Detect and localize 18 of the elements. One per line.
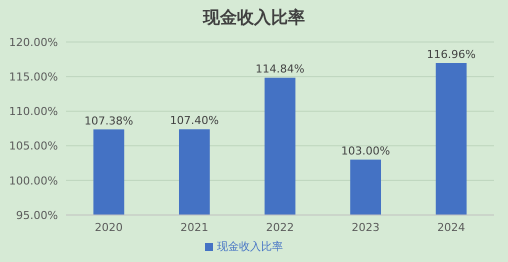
data-label: 103.00% bbox=[341, 144, 390, 158]
y-tick-label: 115.00% bbox=[9, 70, 58, 84]
x-tick-label: 2024 bbox=[437, 220, 466, 234]
x-tick-label: 2021 bbox=[180, 220, 208, 234]
y-tick-label: 105.00% bbox=[9, 140, 58, 153]
chart-title: 现金收入比率 bbox=[202, 7, 306, 29]
data-label: 107.40% bbox=[170, 114, 219, 128]
data-label: 116.96% bbox=[426, 48, 476, 62]
y-tick-label: 110.00% bbox=[9, 105, 58, 118]
y-tick-label: 100.00% bbox=[9, 174, 58, 188]
data-label: 114.84% bbox=[256, 62, 304, 76]
legend-label: 现金收入比率 bbox=[217, 240, 283, 253]
y-tick-label: 120.00% bbox=[9, 36, 58, 49]
x-tick-label: 2020 bbox=[94, 220, 123, 234]
data-label: 107.38% bbox=[84, 114, 134, 128]
x-tick-label: 2022 bbox=[266, 220, 294, 234]
y-tick-label: 95.00% bbox=[16, 208, 58, 222]
x-tick-label: 2023 bbox=[352, 220, 380, 234]
